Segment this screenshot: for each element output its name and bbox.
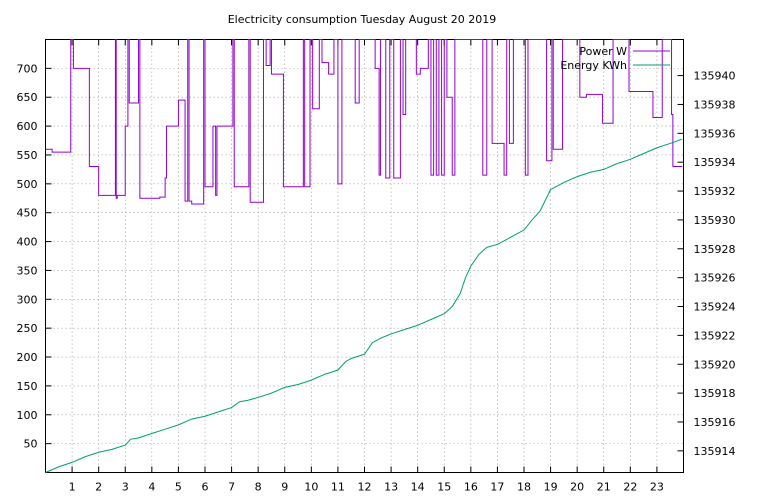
x-tick-label: 7 (228, 481, 235, 494)
y-tick-label: 250 (17, 322, 38, 335)
legend-label-power: Power W (579, 45, 627, 58)
x-tick-label: 19 (544, 481, 558, 494)
x-tick-label: 3 (122, 481, 129, 494)
y2-tick-label: 135930 (694, 214, 736, 227)
y2-tick-label: 135934 (694, 156, 736, 169)
legend: Power W Energy KWh (560, 45, 670, 72)
y2-tick-label: 135928 (694, 243, 736, 256)
chart-title: Electricity consumption Tuesday August 2… (228, 13, 497, 26)
grid (45, 39, 684, 473)
x-axis: 1 2 3 4 5 6 7 8 9 10 11 12 13 14 15 16 17 18 19 20 21 22 23 (69, 39, 664, 494)
x-tick-label: 20 (570, 481, 584, 494)
legend-label-energy: Energy KWh (560, 59, 627, 72)
y-tick-label: 400 (17, 236, 38, 249)
x-tick-label: 14 (411, 481, 425, 494)
series-group (45, 39, 683, 473)
x-tick-label: 11 (331, 481, 345, 494)
y-tick-label: 500 (17, 178, 38, 191)
x-tick-label: 1 (69, 481, 76, 494)
x-tick-label: 13 (384, 481, 398, 494)
y-tick-label: 700 (17, 62, 38, 75)
y2-axis: 135914 135916 135918 135920 135922 135924 1359… (677, 70, 736, 458)
x-tick-label: 6 (202, 481, 209, 494)
x-tick-label: 17 (490, 481, 504, 494)
y2-tick-label: 135938 (694, 98, 736, 111)
y2-tick-label: 135924 (694, 301, 736, 314)
y-tick-label: 550 (17, 149, 38, 162)
y2-tick-label: 135920 (694, 358, 736, 371)
y2-tick-label: 135936 (694, 127, 736, 140)
x-tick-label: 4 (148, 481, 155, 494)
series-line-power (45, 39, 683, 205)
y-tick-label: 50 (24, 438, 38, 451)
x-tick-label: 16 (464, 481, 478, 494)
x-tick-label: 10 (304, 481, 318, 494)
x-tick-label: 12 (358, 481, 372, 494)
x-tick-label: 5 (175, 481, 182, 494)
y2-tick-label: 135932 (694, 185, 736, 198)
y2-tick-label: 135922 (694, 329, 736, 342)
y-tick-label: 100 (17, 409, 38, 422)
x-tick-label: 8 (255, 481, 262, 494)
series-line-energy (45, 138, 683, 473)
x-tick-label: 18 (517, 481, 531, 494)
y-tick-label: 600 (17, 120, 38, 133)
y-tick-label: 150 (17, 380, 38, 393)
x-tick-label: 15 (437, 481, 451, 494)
y2-tick-label: 135926 (694, 272, 736, 285)
x-tick-label: 22 (623, 481, 637, 494)
y2-tick-label: 135918 (694, 387, 736, 400)
y-tick-label: 350 (17, 264, 38, 277)
y-tick-label: 300 (17, 293, 38, 306)
y2-tick-label: 135916 (694, 416, 736, 429)
x-tick-label: 9 (281, 481, 288, 494)
y-tick-label: 450 (17, 207, 38, 220)
y-tick-label: 200 (17, 351, 38, 364)
y-tick-label: 650 (17, 91, 38, 104)
x-tick-label: 2 (95, 481, 102, 494)
y2-tick-label: 135914 (694, 445, 736, 458)
x-tick-label: 23 (650, 481, 664, 494)
y-axis: 50 100 150 200 250 300 350 400 450 500 550 600 650 70… (17, 62, 52, 451)
y2-tick-label: 135940 (694, 70, 736, 83)
x-tick-label: 21 (597, 481, 611, 494)
